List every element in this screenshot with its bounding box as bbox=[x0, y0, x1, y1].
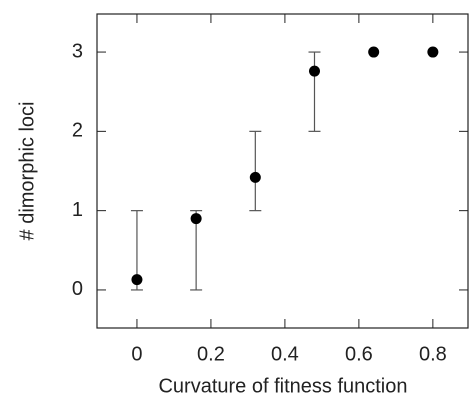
y-tick-label: 2 bbox=[72, 120, 83, 142]
y-tick-label: 1 bbox=[72, 199, 83, 221]
data-point bbox=[427, 46, 439, 58]
data-point bbox=[368, 46, 380, 58]
x-tick-label: 0 bbox=[131, 343, 142, 365]
y-axis-label: # dimorphic loci bbox=[16, 102, 38, 241]
data-point bbox=[190, 213, 202, 225]
x-tick-label: 0.4 bbox=[271, 343, 299, 365]
data-point bbox=[308, 65, 320, 77]
y-tick-label: 3 bbox=[72, 40, 83, 62]
plot-frame bbox=[96, 13, 469, 329]
x-tick-label: 0.2 bbox=[197, 343, 225, 365]
x-axis-label: Curvature of fitness function bbox=[158, 375, 407, 397]
y-tick-label: 0 bbox=[72, 278, 83, 300]
x-tick-label: 0.6 bbox=[345, 343, 373, 365]
x-tick-label: 0.8 bbox=[419, 343, 447, 365]
data-point bbox=[249, 171, 261, 183]
data-point bbox=[131, 274, 143, 286]
